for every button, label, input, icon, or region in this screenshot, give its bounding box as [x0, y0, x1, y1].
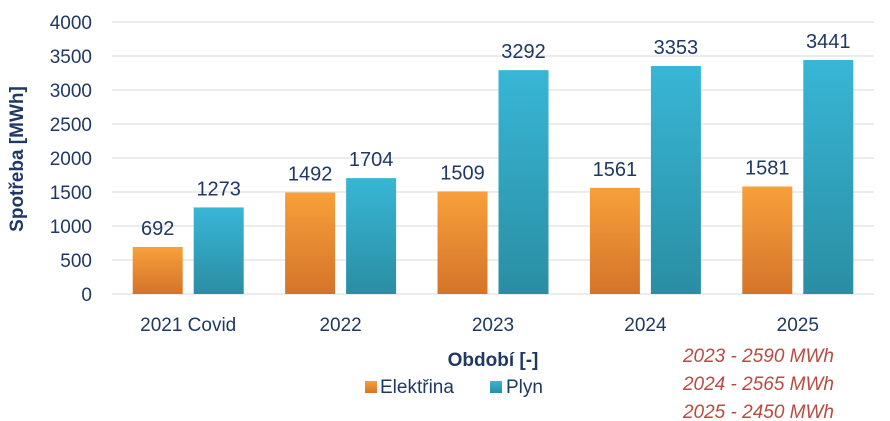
y-tick-label: 2000	[50, 149, 92, 170]
x-tick-label: 2022	[319, 315, 361, 336]
y-tick-label: 0	[81, 285, 92, 306]
y-tick-label: 3000	[50, 81, 92, 102]
y-tick-label: 2500	[50, 115, 92, 136]
bar	[285, 192, 336, 294]
data-labels: 692 1273 1492 1704 1509 3292 1561 3353 1581 3441	[141, 31, 851, 240]
bar	[132, 246, 183, 294]
bar	[742, 186, 793, 294]
bar	[650, 65, 701, 294]
y-tick-label: 500	[60, 251, 92, 272]
y-tick-label: 4000	[50, 13, 92, 34]
data-label: 692	[141, 218, 174, 240]
x-tick-label: 2021 Covid	[140, 315, 236, 336]
annotation-2025: 2025 - 2450 MWh	[682, 402, 834, 421]
data-label: 3353	[654, 37, 699, 59]
bar	[498, 70, 549, 294]
x-axis-ticks: 2021 Covid 2022 2023 2024 2025	[140, 315, 819, 336]
annotation-2024: 2024 - 2565 MWh	[682, 374, 834, 395]
x-tick-label: 2025	[777, 315, 819, 336]
annotation-2023: 2023 - 2590 MWh	[682, 346, 834, 367]
y-tick-label: 1500	[50, 183, 92, 204]
bar	[437, 191, 488, 294]
legend-swatch-plyn	[490, 381, 502, 393]
data-label: 1273	[196, 178, 241, 200]
y-axis-ticks: 0 500 1000 1500 2000 2500 3000 3500 4000	[50, 13, 92, 306]
bar	[803, 60, 854, 295]
x-axis-title: Období [-]	[448, 350, 539, 371]
legend-label-elektrina: Elektřina	[380, 377, 454, 398]
data-label: 1509	[440, 162, 485, 184]
y-tick-label: 1000	[50, 217, 92, 238]
legend: Elektřina Plyn	[365, 377, 543, 398]
bar	[193, 207, 244, 294]
annotations: 2023 - 2590 MWh 2024 - 2565 MWh 2025 - 2…	[682, 346, 834, 421]
data-label: 3292	[501, 41, 546, 63]
data-label: 1581	[745, 157, 790, 179]
bar	[589, 187, 640, 294]
y-tick-label: 3500	[50, 47, 92, 68]
legend-label-plyn: Plyn	[506, 377, 543, 398]
data-label: 1704	[349, 149, 394, 171]
data-label: 3441	[806, 31, 851, 53]
x-tick-label: 2023	[472, 315, 514, 336]
legend-swatch-elektrina	[365, 381, 377, 393]
y-axis-title: Spotřeba [MWh]	[7, 86, 28, 232]
bars	[132, 60, 854, 295]
x-tick-label: 2024	[624, 315, 667, 336]
data-label: 1492	[288, 164, 333, 186]
bar	[346, 178, 397, 294]
data-label: 1561	[593, 159, 638, 181]
